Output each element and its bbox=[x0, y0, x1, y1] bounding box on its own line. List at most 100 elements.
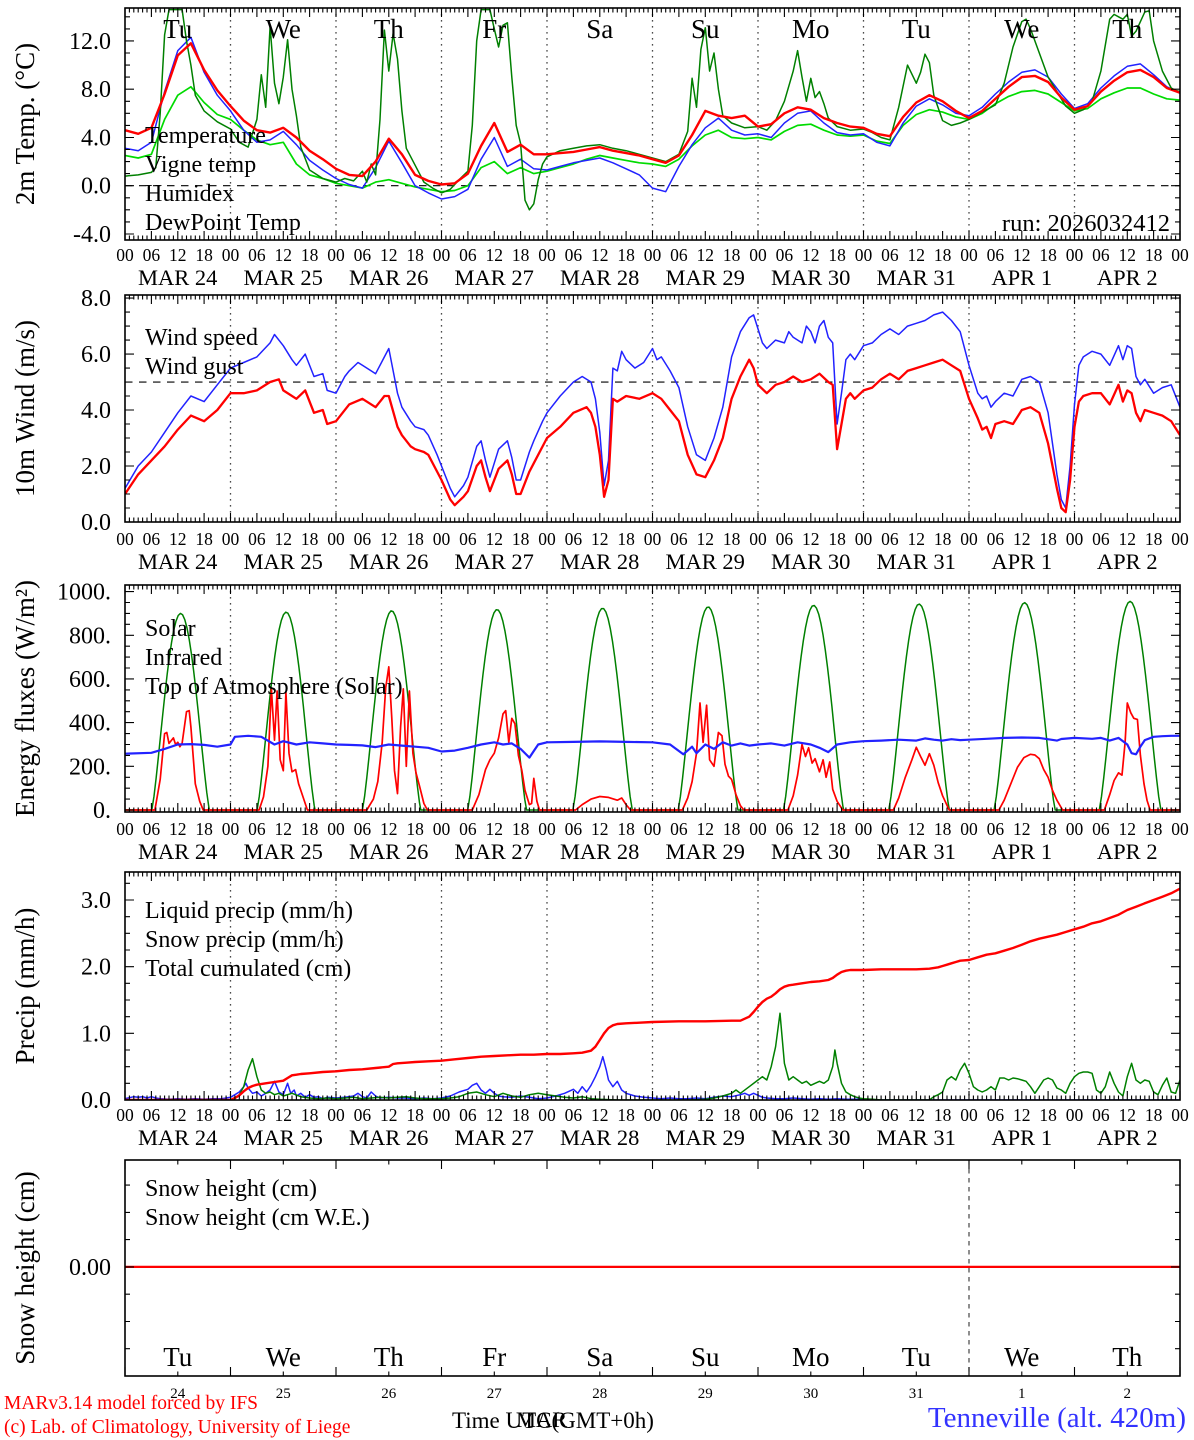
series-humidex-line bbox=[125, 36, 1180, 200]
hour-tick-label: 12 bbox=[486, 245, 504, 265]
day-label-tu-7: Tu bbox=[902, 1342, 932, 1372]
series-dewpoint-temp-line bbox=[125, 85, 1180, 193]
series-liquid-precip-mm-h-line bbox=[125, 1012, 1180, 1100]
hour-tick-label: 00 bbox=[855, 529, 873, 549]
hour-tick-label: 06 bbox=[881, 1105, 899, 1125]
date-label: MAR 29 bbox=[666, 265, 745, 290]
series-solar-line bbox=[125, 666, 1180, 811]
hour-tick-label: 06 bbox=[670, 529, 688, 549]
day-label-sa-4: Sa bbox=[586, 14, 613, 44]
axis-ticks bbox=[124, 585, 1181, 812]
hour-tick-label: 06 bbox=[776, 1105, 794, 1125]
hour-tick-label: 18 bbox=[406, 1105, 424, 1125]
day-label-tu-0: Tu bbox=[163, 14, 193, 44]
panel-snow: 0.00 Snow height (cm) Snow height (cm) Snow… bbox=[10, 1159, 1181, 1377]
hour-tick-label: 12 bbox=[169, 819, 187, 839]
y-tick-label: -4.0 bbox=[73, 222, 111, 248]
legend-top-of-atmosphere-solar: Top of Atmosphere (Solar) bbox=[145, 674, 403, 700]
hour-tick-label: 12 bbox=[486, 529, 504, 549]
y-tick-label: 0.0 bbox=[81, 174, 111, 200]
day-label-mo-6: Mo bbox=[792, 1342, 830, 1372]
hour-tick-label: 18 bbox=[934, 529, 952, 549]
date-label: MAR 30 bbox=[771, 549, 850, 574]
hour-tick-label: 00 bbox=[1171, 245, 1189, 265]
day-label-th-2: Th bbox=[374, 14, 404, 44]
y-tick-label: 800. bbox=[69, 623, 111, 649]
hour-tick-label: 00 bbox=[327, 245, 345, 265]
hour-tick-label: 00 bbox=[749, 1105, 767, 1125]
legend-solar: Solar bbox=[145, 616, 196, 642]
hour-tick-label: 00 bbox=[960, 1105, 978, 1125]
hour-tick-label: 00 bbox=[960, 245, 978, 265]
hour-tick-label: 12 bbox=[697, 819, 715, 839]
y-axis-title-snow: Snow height (cm) bbox=[10, 1171, 40, 1364]
hour-tick-label: 18 bbox=[301, 1105, 319, 1125]
y-tick-label: 8.0 bbox=[81, 286, 111, 312]
hour-tick-label: 00 bbox=[1171, 819, 1189, 839]
hour-tick-label: 18 bbox=[1145, 529, 1163, 549]
axis-ticks bbox=[124, 872, 1181, 1101]
panel-energy: 0. 200. 400. 600. 800. 1000. Energy fluxes (W/… bbox=[10, 580, 1181, 824]
date-label: MAR 27 bbox=[455, 549, 534, 574]
hour-tick-label: 12 bbox=[380, 245, 398, 265]
day-label-su-5: Su bbox=[691, 1342, 720, 1372]
day-label-sa-4: Sa bbox=[586, 1342, 613, 1372]
hour-tick-label: 06 bbox=[881, 245, 899, 265]
hour-tick-label: 00 bbox=[749, 819, 767, 839]
hour-tick-label: 12 bbox=[1119, 529, 1137, 549]
series-total-cumulated-cm-line bbox=[125, 887, 1180, 1100]
hour-tick-label: 18 bbox=[1039, 529, 1057, 549]
hour-tick-label: 00 bbox=[644, 245, 662, 265]
day-number-label: 29 bbox=[698, 1386, 713, 1402]
hour-tick-label: 00 bbox=[1066, 529, 1084, 549]
date-label: MAR 25 bbox=[244, 265, 323, 290]
hour-tick-label: 06 bbox=[1092, 1105, 1110, 1125]
date-label: MAR 28 bbox=[560, 1125, 639, 1150]
date-label: MAR 31 bbox=[877, 549, 956, 574]
hour-tick-label: 18 bbox=[195, 819, 213, 839]
hour-tick-label: 00 bbox=[222, 529, 240, 549]
hour-tick-label: 00 bbox=[222, 819, 240, 839]
hour-tick-label: 06 bbox=[143, 1105, 161, 1125]
date-label: MAR 27 bbox=[455, 839, 534, 864]
hour-tick-label: 00 bbox=[116, 245, 134, 265]
hour-tick-label: 06 bbox=[987, 819, 1005, 839]
hour-tick-label: 12 bbox=[697, 529, 715, 549]
hour-tick-label: 18 bbox=[1145, 245, 1163, 265]
hour-tick-label: 18 bbox=[828, 245, 846, 265]
hour-tick-label: 18 bbox=[723, 245, 741, 265]
hour-tick-label: 18 bbox=[195, 1105, 213, 1125]
legend-vigne-temp: Vigne temp bbox=[145, 152, 256, 178]
legend-snow-height-cm: Snow height (cm) bbox=[145, 1176, 317, 1202]
hour-tick-label: 12 bbox=[591, 529, 609, 549]
hour-tick-label: 12 bbox=[169, 1105, 187, 1125]
hour-tick-label: 06 bbox=[459, 1105, 477, 1125]
hour-tick-label: 00 bbox=[116, 819, 134, 839]
hour-tick-label: 00 bbox=[433, 819, 451, 839]
hour-tick-label: 06 bbox=[987, 245, 1005, 265]
hour-tick-label: 00 bbox=[433, 1105, 451, 1125]
date-label: MAR 25 bbox=[244, 1125, 323, 1150]
y-tick-label: 6.0 bbox=[81, 342, 111, 368]
hour-tick-label: 00 bbox=[116, 529, 134, 549]
legend-wind-gust: Wind gust bbox=[145, 354, 244, 380]
station-label: Tenneville (alt. 420m) bbox=[927, 1402, 1186, 1434]
hour-tick-label: 12 bbox=[697, 1105, 715, 1125]
hour-tick-label: 12 bbox=[486, 1105, 504, 1125]
date-label: MAR 29 bbox=[666, 1125, 745, 1150]
axis-ticks bbox=[124, 8, 1181, 240]
model-credit: MARv3.14 model forced by IFS (c) Lab. of… bbox=[4, 1392, 350, 1440]
hour-tick-label: 12 bbox=[591, 245, 609, 265]
run-label: run: 2026032412 bbox=[1002, 210, 1170, 237]
day-label-th-9: Th bbox=[1112, 1342, 1142, 1372]
hour-tick-label: 00 bbox=[960, 529, 978, 549]
model-credit-line2: (c) Lab. of Climatology, University of L… bbox=[4, 1417, 351, 1438]
hour-tick-label: 18 bbox=[1039, 1105, 1057, 1125]
hour-tick-label: 06 bbox=[1092, 819, 1110, 839]
hour-tick-label: 00 bbox=[433, 245, 451, 265]
date-label: APR 1 bbox=[991, 549, 1052, 574]
hour-tick-label: 18 bbox=[617, 1105, 635, 1125]
hour-tick-label: 00 bbox=[327, 1105, 345, 1125]
hour-tick-label: 18 bbox=[195, 245, 213, 265]
